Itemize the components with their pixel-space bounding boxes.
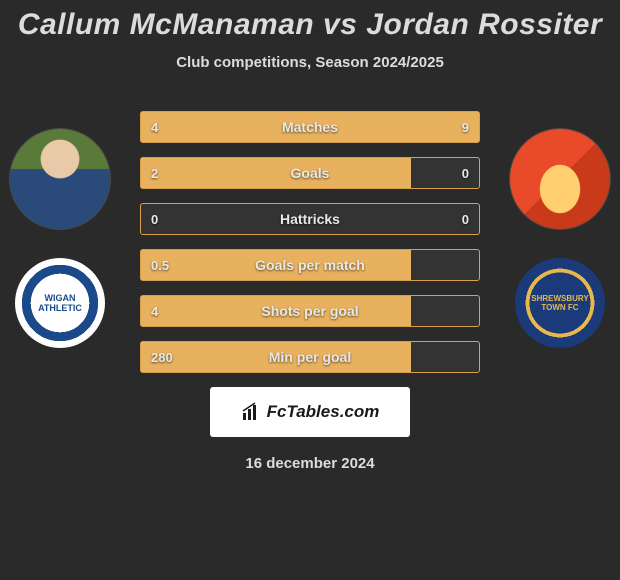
stat-row: 0 Hattricks 0 [140,203,480,235]
stat-value-right: 0 [462,166,469,181]
stat-value-left: 0 [151,212,158,227]
brand-text: FcTables.com [267,402,380,422]
stat-row: 0.5 Goals per match [140,249,480,281]
stat-value-left: 0.5 [151,258,169,273]
stat-label: Min per goal [269,349,351,365]
stat-label: Goals per match [255,257,365,273]
club-right-crest: SHREWSBURYTOWN FC [515,258,605,348]
stat-bar-left [141,158,411,188]
stat-label: Matches [282,119,338,135]
club-left-crest: WIGANATHLETIC [15,258,105,348]
stats-list: 4 Matches 9 2 Goals 0 0 Hattricks 0 0.5 Goals per … [140,111,480,373]
stat-value-right: 0 [462,212,469,227]
stat-label: Hattricks [280,211,340,227]
date-label: 16 december 2024 [0,455,620,472]
club-right-label: SHREWSBURYTOWN FC [515,258,605,348]
comparison-card: Callum McManaman vs Jordan Rossiter Club… [0,0,620,472]
player-right-avatar [509,128,611,230]
page-title: Callum McManaman vs Jordan Rossiter [0,8,620,42]
stat-value-left: 4 [151,304,158,319]
stat-value-right: 9 [462,120,469,135]
brand-badge: FcTables.com [210,387,410,437]
player-left-avatar [9,128,111,230]
stat-label: Goals [291,165,330,181]
club-left-label: WIGANATHLETIC [15,258,105,348]
stat-row: 4 Shots per goal [140,295,480,327]
stat-row: 2 Goals 0 [140,157,480,189]
stat-value-left: 2 [151,166,158,181]
stat-row: 4 Matches 9 [140,111,480,143]
page-subtitle: Club competitions, Season 2024/2025 [0,54,620,71]
stat-value-left: 280 [151,350,173,365]
stat-label: Shots per goal [261,303,358,319]
stat-value-left: 4 [151,120,158,135]
brand-icon [241,402,261,422]
stat-bar-right [245,112,479,142]
stat-row: 280 Min per goal [140,341,480,373]
